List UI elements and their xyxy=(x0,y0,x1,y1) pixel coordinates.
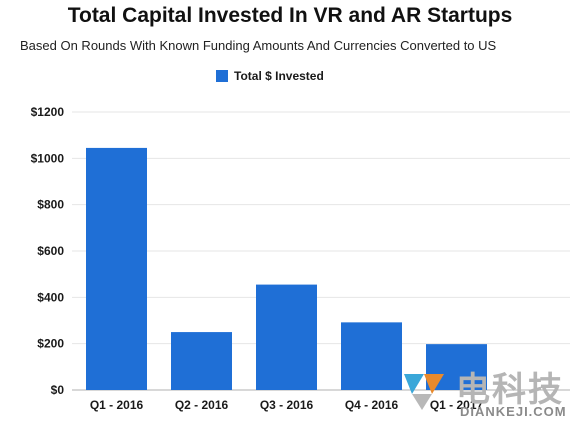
watermark-chinese-text: 电科技 xyxy=(456,370,564,410)
y-axis-ticks: $0 $200 $400 $600 $800 $1000 $1200 xyxy=(31,105,65,397)
y-tick-label: $1200 xyxy=(31,105,65,119)
x-tick-label: Q1 - 2016 xyxy=(90,398,144,412)
x-tick-label: Q2 - 2016 xyxy=(175,398,229,412)
bar[interactable] xyxy=(171,332,232,390)
chart-title: Total Capital Invested In VR and AR Star… xyxy=(67,4,513,27)
x-axis-ticks: Q1 - 2016 Q2 - 2016 Q3 - 2016 Q4 - 2016 Q1 -… xyxy=(90,398,484,412)
y-tick-label: $200 xyxy=(37,337,64,351)
bar[interactable] xyxy=(256,284,317,390)
x-tick-label: Q4 - 2016 xyxy=(345,398,399,412)
bars xyxy=(86,147,487,390)
watermark-site-text: DIANKEJI.COM xyxy=(460,404,567,419)
bar[interactable] xyxy=(341,322,402,390)
y-tick-label: $400 xyxy=(37,290,64,304)
bar[interactable] xyxy=(86,147,147,390)
y-tick-label: $800 xyxy=(37,198,64,212)
chart-subtitle: Based On Rounds With Known Funding Amoun… xyxy=(20,38,497,53)
legend-label: Total $ Invested xyxy=(234,69,324,83)
diankeji-logo-icon xyxy=(404,374,444,410)
legend-swatch xyxy=(216,70,228,82)
y-tick-label: $1000 xyxy=(31,151,65,165)
x-tick-label: Q3 - 2016 xyxy=(260,398,314,412)
y-tick-label: $0 xyxy=(51,383,65,397)
x-tick-label: Q1 - 2017 xyxy=(430,398,484,412)
y-tick-label: $600 xyxy=(37,244,64,258)
legend: Total $ Invested xyxy=(216,68,324,84)
watermark: 电科技 DIANKEJI.COM xyxy=(402,360,578,426)
gridlines xyxy=(72,111,570,391)
